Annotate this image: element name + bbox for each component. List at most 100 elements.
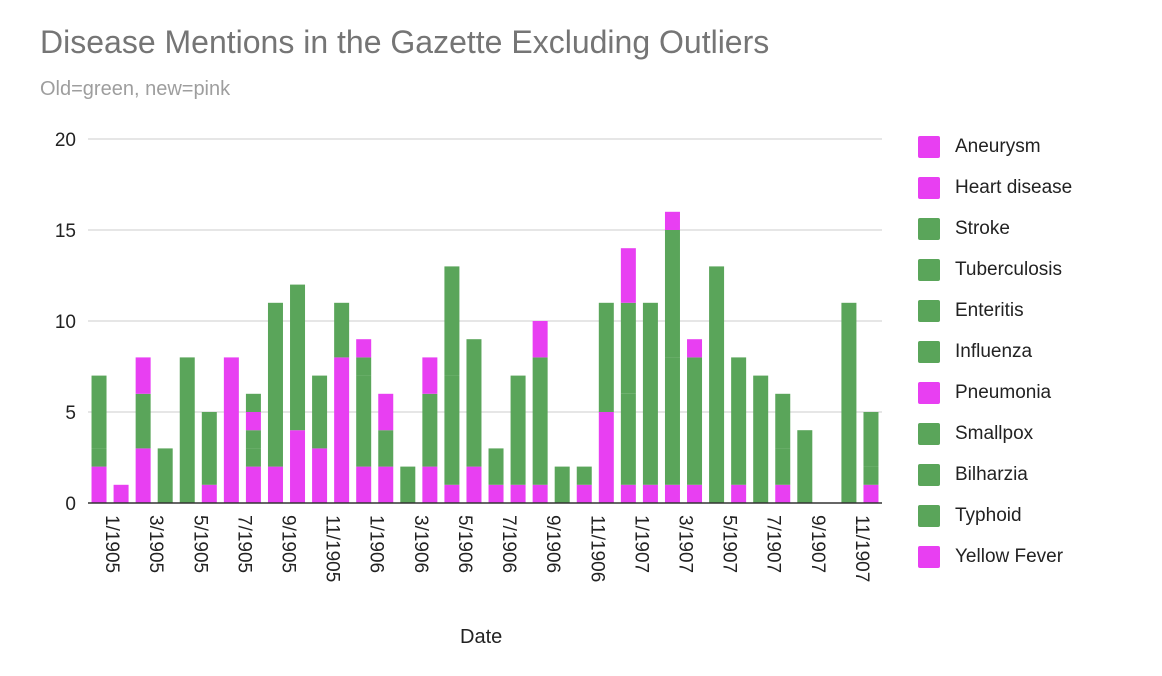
legend-swatch bbox=[918, 258, 940, 281]
x-tick-label: 11/1906 bbox=[586, 515, 607, 582]
bar-segment bbox=[532, 484, 548, 503]
y-tick-label: 20 bbox=[55, 130, 76, 151]
bar-segment bbox=[378, 466, 394, 503]
legend-swatch bbox=[918, 504, 940, 527]
bar-segment bbox=[775, 484, 791, 503]
y-tick-label: 10 bbox=[55, 312, 76, 333]
legend-item: Yellow Fever bbox=[918, 536, 1072, 577]
legend-swatch bbox=[918, 340, 940, 363]
legend-label: Influenza bbox=[955, 340, 1033, 362]
legend-item: Enteritis bbox=[918, 290, 1072, 331]
bar-segment bbox=[532, 321, 548, 358]
bar-segment bbox=[731, 357, 747, 485]
legend-label: Smallpox bbox=[955, 422, 1034, 444]
bar-segment bbox=[91, 466, 107, 503]
x-tick-label: 9/1905 bbox=[277, 515, 298, 573]
legend-label: Pneumonia bbox=[955, 381, 1052, 403]
bar-segment bbox=[797, 430, 813, 503]
x-axis-ticks: 1/1905 3/1905 5/1905 7/1905 9/1905 11/1905 1/1… bbox=[101, 515, 872, 582]
legend-item: Influenza bbox=[918, 331, 1072, 372]
bar-segment bbox=[334, 302, 350, 358]
bar-segment bbox=[378, 430, 394, 467]
bar-segment bbox=[598, 302, 614, 412]
bar-segment bbox=[753, 375, 769, 503]
x-tick-label: 9/1907 bbox=[807, 515, 828, 573]
legend-item: Tuberculosis bbox=[918, 249, 1072, 290]
y-tick-label: 15 bbox=[55, 221, 76, 242]
legend-swatch bbox=[918, 176, 940, 199]
bar-segment bbox=[312, 375, 328, 449]
bar-segment bbox=[356, 339, 372, 358]
legend-label: Tuberculosis bbox=[955, 258, 1063, 280]
bar-segment bbox=[422, 466, 438, 503]
legend-label: Stroke bbox=[955, 217, 1010, 239]
legend-label: Yellow Fever bbox=[955, 545, 1064, 567]
x-tick-label: 7/1905 bbox=[233, 515, 254, 573]
x-tick-label: 7/1907 bbox=[763, 515, 784, 573]
bar-segment bbox=[620, 302, 636, 394]
bar-segment bbox=[620, 393, 636, 485]
bar-segment bbox=[135, 393, 151, 412]
bar-segment bbox=[598, 412, 614, 503]
bar-segment bbox=[664, 211, 680, 230]
bar-segment bbox=[356, 357, 372, 376]
grid-lines bbox=[88, 138, 882, 413]
bar-segment bbox=[245, 448, 261, 467]
bar-segment bbox=[312, 448, 328, 503]
bar-segment bbox=[488, 448, 504, 485]
bar-segment bbox=[444, 266, 460, 376]
legend-item: Bilharzia bbox=[918, 454, 1072, 495]
y-tick-label: 0 bbox=[65, 494, 76, 515]
legend-swatch bbox=[918, 381, 940, 404]
legend-swatch bbox=[918, 545, 940, 568]
legend-item: Pneumonia bbox=[918, 372, 1072, 413]
bar-segment bbox=[642, 484, 658, 503]
bar-segment bbox=[642, 302, 658, 485]
legend-label: Aneurysm bbox=[955, 135, 1041, 157]
legend-swatch bbox=[918, 135, 940, 158]
bar-segment bbox=[400, 466, 416, 503]
bar-segment bbox=[223, 357, 239, 503]
legend-swatch bbox=[918, 299, 940, 322]
bar-segment bbox=[709, 266, 725, 503]
bar-segment bbox=[841, 302, 857, 503]
bar-segment bbox=[863, 484, 879, 503]
bar-segment bbox=[775, 393, 791, 449]
bar-segment bbox=[245, 412, 261, 431]
bar-segment bbox=[444, 484, 460, 503]
bar-segment bbox=[510, 375, 526, 485]
legend-label: Enteritis bbox=[955, 299, 1024, 321]
bar-segment bbox=[466, 466, 482, 503]
bar-segment bbox=[863, 466, 879, 485]
bar-segment bbox=[620, 484, 636, 503]
x-tick-label: 1/1905 bbox=[101, 515, 122, 573]
legend-swatch bbox=[918, 217, 940, 240]
x-tick-label: 7/1906 bbox=[498, 515, 519, 573]
legend-label: Bilharzia bbox=[955, 463, 1028, 485]
bar-segment bbox=[664, 230, 680, 358]
bar-segment bbox=[91, 448, 107, 467]
bar-segment bbox=[267, 466, 283, 503]
bar-segment bbox=[687, 357, 703, 485]
chart-title: Disease Mentions in the Gazette Excludin… bbox=[40, 24, 770, 60]
legend-item: Smallpox bbox=[918, 413, 1072, 454]
bar-segment bbox=[466, 339, 482, 467]
bar-segment bbox=[267, 302, 283, 467]
bar-segment bbox=[422, 357, 438, 394]
x-tick-label: 1/1906 bbox=[366, 515, 387, 573]
bar-segment bbox=[687, 484, 703, 503]
bar-segment bbox=[731, 484, 747, 503]
bar-segment bbox=[863, 412, 879, 467]
legend-item: Aneurysm bbox=[918, 126, 1072, 167]
bar-segment bbox=[245, 430, 261, 449]
bar-segment bbox=[356, 375, 372, 467]
bar-segment bbox=[201, 484, 217, 503]
legend-swatch bbox=[918, 463, 940, 486]
legend-label: Heart disease bbox=[955, 176, 1073, 198]
bars bbox=[91, 211, 879, 503]
x-tick-label: 3/1906 bbox=[410, 515, 431, 573]
bar-segment bbox=[334, 357, 350, 503]
bar-segment bbox=[135, 448, 151, 503]
bar-segment bbox=[113, 484, 129, 503]
